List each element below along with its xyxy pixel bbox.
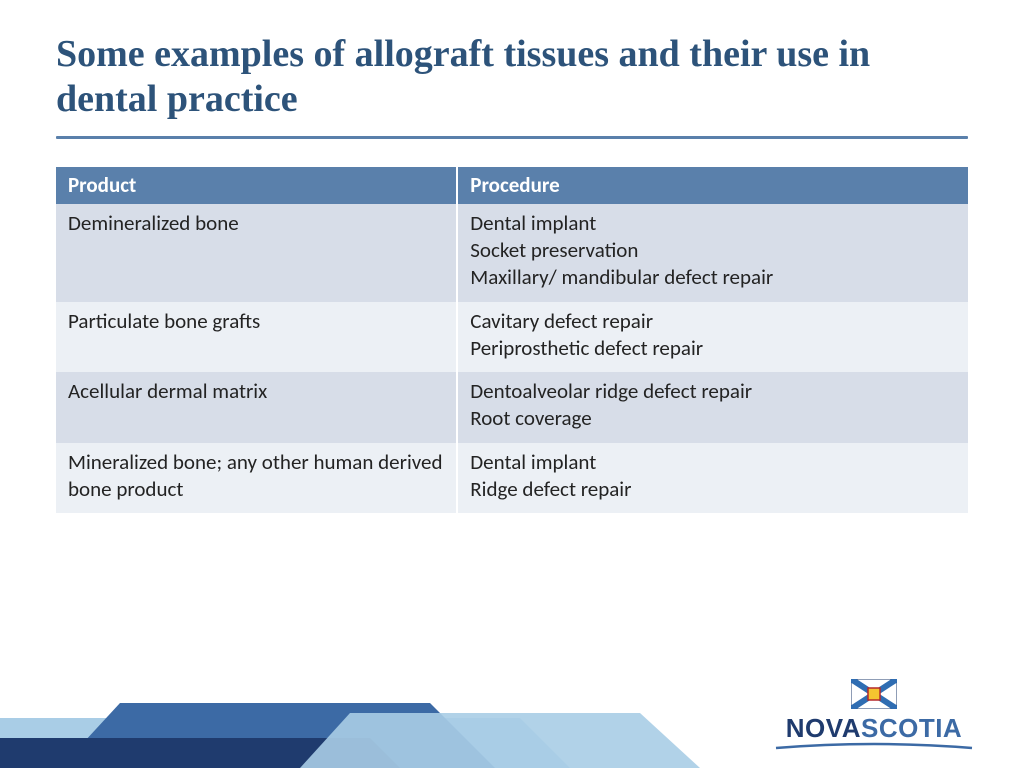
cell-product: Particulate bone grafts bbox=[56, 302, 457, 373]
logo-wordmark: NOVASCOTIA bbox=[764, 713, 984, 744]
cell-procedure: Cavitary defect repair Periprosthetic de… bbox=[457, 302, 968, 373]
cell-procedure: Dental implant Ridge defect repair bbox=[457, 443, 968, 514]
footer-bars-icon bbox=[0, 658, 760, 768]
table-header-row: Product Procedure bbox=[56, 167, 968, 204]
table-row: Mineralized bone; any other human derive… bbox=[56, 443, 968, 514]
slide-title: Some examples of allograft tissues and t… bbox=[56, 32, 968, 122]
table-body: Demineralized bone Dental implant Socket… bbox=[56, 204, 968, 514]
title-rule bbox=[56, 136, 968, 139]
cell-procedure: Dental implant Socket preservation Maxil… bbox=[457, 204, 968, 302]
logo-word-scotia: SCOTIA bbox=[861, 713, 962, 743]
header-procedure: Procedure bbox=[457, 167, 968, 204]
products-table: Product Procedure Demineralized bone Den… bbox=[56, 167, 968, 514]
cell-product: Demineralized bone bbox=[56, 204, 457, 302]
table-row: Particulate bone grafts Cavitary defect … bbox=[56, 302, 968, 373]
table-row: Acellular dermal matrix Dentoalveolar ri… bbox=[56, 372, 968, 443]
flag-icon bbox=[851, 679, 897, 709]
logo-word-nova: NOVA bbox=[786, 713, 861, 743]
nova-scotia-logo: NOVASCOTIA bbox=[764, 679, 984, 752]
slide: Some examples of allograft tissues and t… bbox=[0, 0, 1024, 768]
cell-product: Mineralized bone; any other human derive… bbox=[56, 443, 457, 514]
table-row: Demineralized bone Dental implant Socket… bbox=[56, 204, 968, 302]
header-product: Product bbox=[56, 167, 457, 204]
footer-graphic: NOVASCOTIA bbox=[0, 658, 1024, 768]
cell-procedure: Dentoalveolar ridge defect repair Root c… bbox=[457, 372, 968, 443]
cell-product: Acellular dermal matrix bbox=[56, 372, 457, 443]
